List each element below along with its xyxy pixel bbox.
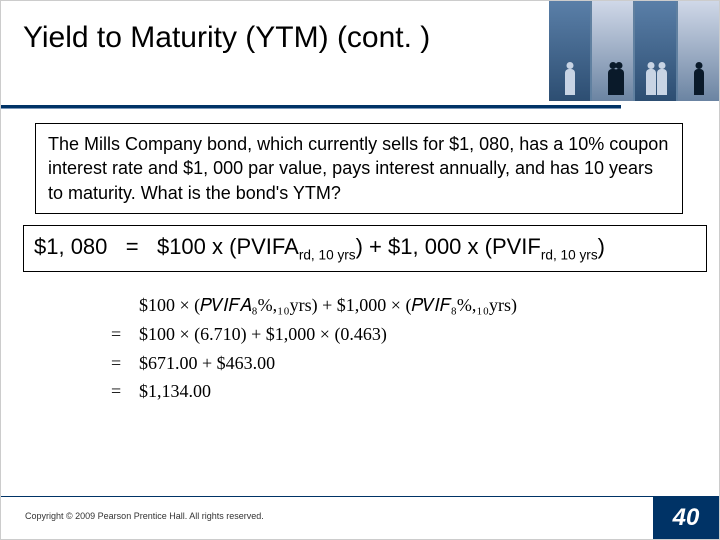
header-graphic [549, 1, 719, 101]
calculation-block: $100 × (𝑃𝑉𝐼𝐹𝐴₈%,₁₀yrs) + $1,000 × (𝑃𝑉𝐼𝐹₈… [111, 291, 517, 406]
eq-lhs: $1, 080 [34, 234, 107, 259]
problem-box: The Mills Company bond, which currently … [35, 123, 683, 214]
eq-sign: = [126, 234, 139, 259]
page-number-box: 40 [653, 497, 719, 539]
eq-sub-b: rd, 10 yrs [541, 247, 598, 262]
page-number: 40 [673, 504, 700, 532]
copyright-text: Copyright © 2009 Pearson Prentice Hall. … [25, 511, 264, 521]
eq-rhs-mid: ) + $1, 000 x (PVIF [356, 234, 541, 259]
footer-rule [1, 496, 720, 497]
title-rule [1, 105, 621, 108]
slide-title: Yield to Maturity (YTM) (cont. ) [23, 21, 430, 55]
calc-line-4: $1,134.00 [139, 377, 211, 406]
calc-line-3: $671.00 + $463.00 [139, 349, 275, 378]
eq-rhs-a: $100 x (PVIFA [157, 234, 299, 259]
calc-line-2: $100 × (6.710) + $1,000 × (0.463) [139, 320, 387, 349]
equation-box: $1, 080 = $100 x (PVIFArd, 10 yrs) + $1,… [23, 225, 707, 272]
slide: Yield to Maturity (YTM) (cont. ) The Mil… [0, 0, 720, 540]
problem-text: The Mills Company bond, which currently … [48, 134, 668, 203]
eq-sub-a: rd, 10 yrs [299, 247, 356, 262]
calc-line-1: $100 × (𝑃𝑉𝐼𝐹𝐴₈%,₁₀yrs) + $1,000 × (𝑃𝑉𝐼𝐹₈… [139, 291, 517, 320]
eq-rhs-end: ) [598, 234, 605, 259]
